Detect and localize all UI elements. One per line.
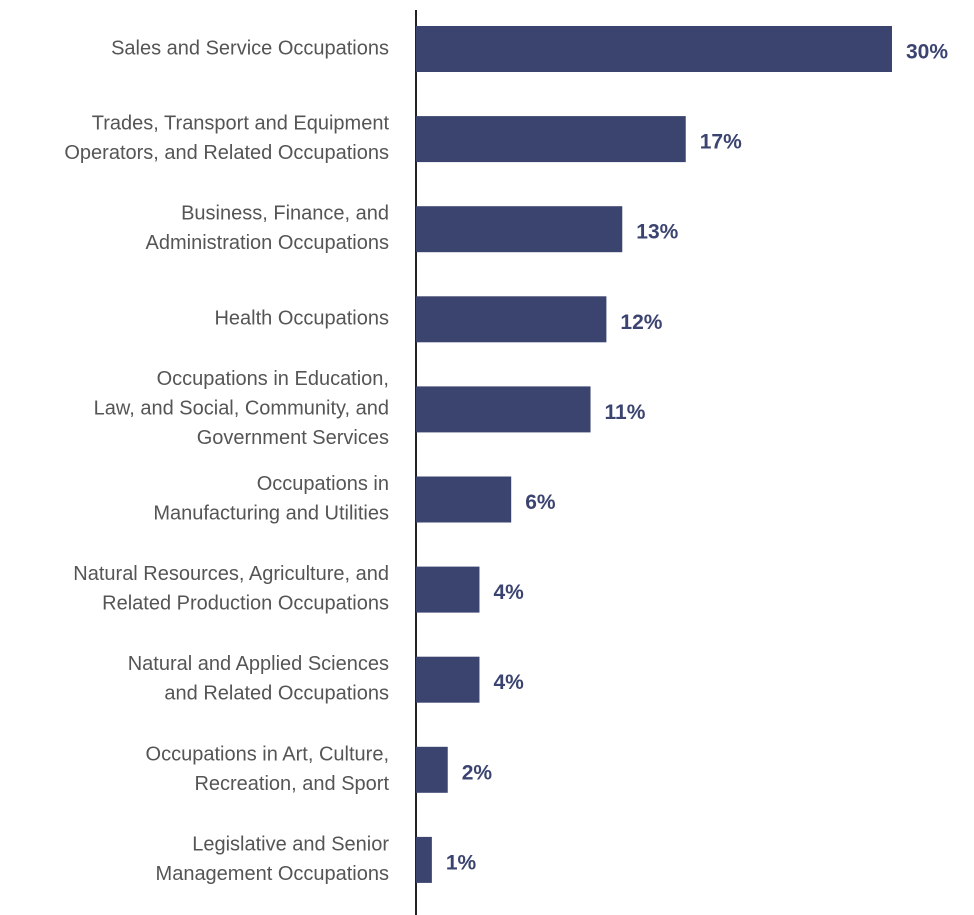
- value-label: 13%: [636, 221, 678, 244]
- value-label: 6%: [525, 491, 556, 514]
- bar: [416, 746, 448, 793]
- value-label: 4%: [493, 671, 524, 694]
- category-label: Operators, and Related Occupations: [64, 142, 389, 164]
- value-label: 2%: [462, 761, 493, 784]
- category-label: Natural and Applied Sciences: [128, 653, 389, 675]
- category-label: Law, and Social, Community, and: [94, 398, 389, 420]
- bar: [416, 296, 607, 343]
- value-label: 1%: [446, 851, 477, 874]
- value-label: 4%: [493, 581, 524, 604]
- bar: [416, 476, 512, 523]
- bar: [416, 656, 480, 703]
- category-label: Occupations in Education,: [157, 368, 389, 390]
- category-label: Natural Resources, Agriculture, and: [73, 563, 389, 585]
- category-label: Trades, Transport and Equipment: [92, 113, 390, 135]
- category-label: Occupations in: [257, 473, 389, 495]
- category-label: Administration Occupations: [146, 232, 389, 254]
- category-label: and Related Occupations: [164, 683, 389, 705]
- bar: [416, 26, 892, 72]
- category-label: Business, Finance, and: [181, 203, 389, 225]
- category-label: Government Services: [197, 427, 389, 449]
- category-label: Manufacturing and Utilities: [153, 503, 389, 525]
- category-label: Health Occupations: [214, 308, 389, 330]
- bar: [416, 386, 591, 433]
- bar: [416, 836, 432, 883]
- bar: [416, 566, 480, 613]
- value-label: 11%: [605, 401, 646, 424]
- category-label: Recreation, and Sport: [194, 773, 389, 795]
- value-label: 30%: [906, 41, 948, 64]
- value-label: 17%: [700, 131, 742, 154]
- bar: [416, 116, 686, 163]
- category-label: Occupations in Art, Culture,: [146, 743, 389, 765]
- category-label: Management Occupations: [156, 863, 389, 885]
- category-label: Sales and Service Occupations: [111, 37, 389, 59]
- bar: [416, 206, 623, 253]
- value-label: 12%: [620, 311, 662, 334]
- category-label: Legislative and Senior: [192, 833, 389, 855]
- category-label: Related Production Occupations: [102, 593, 389, 615]
